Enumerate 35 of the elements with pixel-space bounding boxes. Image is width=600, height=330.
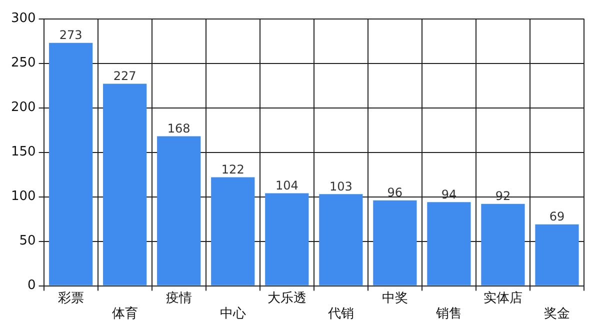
data-label: 104 — [275, 178, 298, 192]
data-label: 122 — [221, 162, 244, 176]
y-tick-label: 50 — [19, 234, 36, 249]
bar — [319, 194, 363, 286]
bar — [103, 84, 147, 286]
y-tick-label: 250 — [10, 56, 36, 71]
x-tick-label: 销售 — [434, 306, 462, 322]
y-tick-label: 300 — [10, 11, 36, 26]
bar — [481, 204, 525, 286]
x-tick-label: 代销 — [326, 306, 354, 322]
bar — [373, 200, 417, 286]
x-tick-label: 中奖 — [382, 290, 408, 306]
x-tick-label: 体育 — [112, 306, 138, 322]
bar — [49, 42, 93, 286]
bar — [211, 177, 255, 286]
y-tick-label: 200 — [10, 100, 36, 116]
y-tick-label: 150 — [10, 144, 36, 160]
bar — [427, 202, 471, 286]
y-tick-label: 0 — [28, 278, 36, 294]
x-tick-label: 疫情 — [166, 290, 192, 306]
bar — [535, 224, 579, 286]
data-label: 96 — [387, 185, 403, 200]
bar — [157, 136, 201, 286]
x-tick-label: 大乐透 — [267, 290, 306, 306]
y-tick-label: 100 — [10, 189, 36, 204]
data-label: 273 — [59, 28, 82, 42]
x-tick-label: 彩票 — [58, 290, 84, 306]
data-label: 168 — [167, 121, 190, 136]
x-tick-label: 奖金 — [544, 306, 570, 322]
x-tick-label: 实体店 — [483, 290, 522, 306]
data-label: 103 — [329, 179, 352, 194]
x-tick-label: 中心 — [220, 306, 246, 322]
bar — [265, 193, 309, 286]
data-label: 227 — [113, 68, 136, 83]
data-label: 69 — [549, 210, 565, 224]
